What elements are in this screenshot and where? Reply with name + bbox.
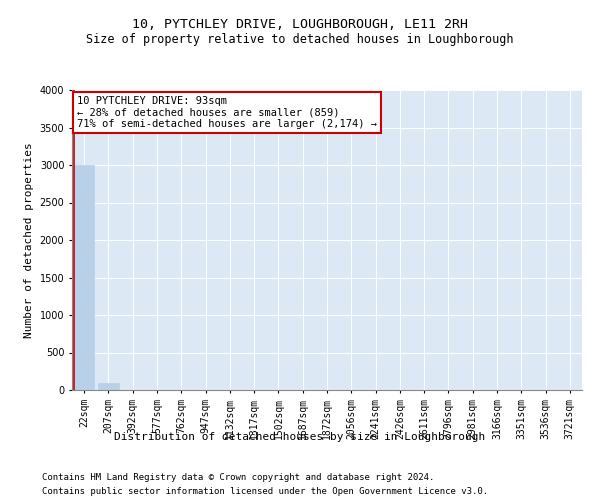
Text: 10, PYTCHLEY DRIVE, LOUGHBOROUGH, LE11 2RH: 10, PYTCHLEY DRIVE, LOUGHBOROUGH, LE11 2… (132, 18, 468, 30)
Text: Contains public sector information licensed under the Open Government Licence v3: Contains public sector information licen… (42, 488, 488, 496)
Bar (74, 165, 94, 390)
Y-axis label: Number of detached properties: Number of detached properties (24, 142, 34, 338)
Text: Contains HM Land Registry data © Crown copyright and database right 2024.: Contains HM Land Registry data © Crown c… (42, 472, 434, 482)
Bar (98, 382, 119, 390)
Text: 10 PYTCHLEY DRIVE: 93sqm
← 28% of detached houses are smaller (859)
71% of semi-: 10 PYTCHLEY DRIVE: 93sqm ← 28% of detach… (77, 96, 377, 129)
Text: Size of property relative to detached houses in Loughborough: Size of property relative to detached ho… (86, 32, 514, 46)
Text: Distribution of detached houses by size in Loughborough: Distribution of detached houses by size … (115, 432, 485, 442)
